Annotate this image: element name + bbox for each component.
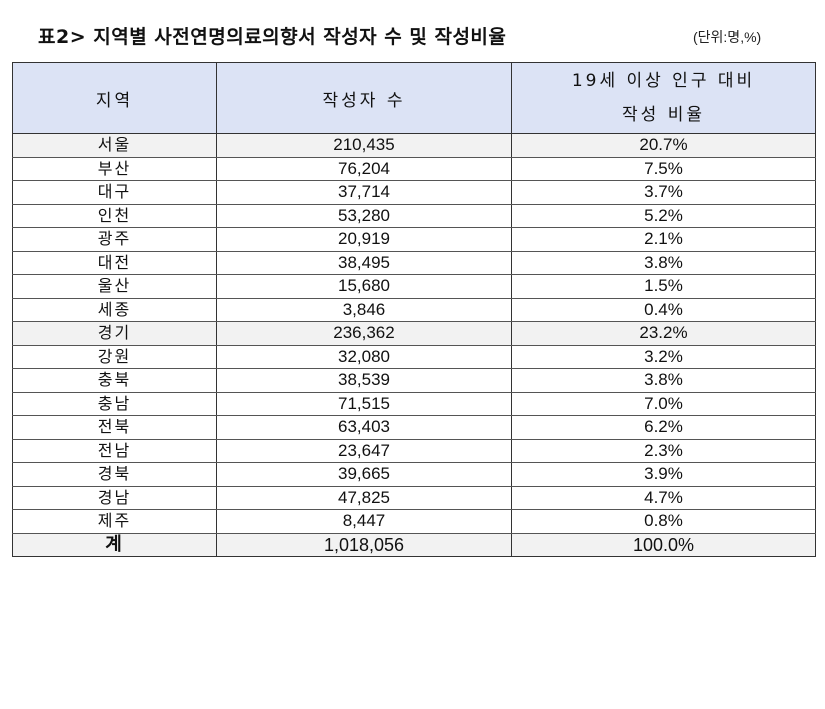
count-cell: 210,435 xyxy=(216,133,512,158)
table-row: 광주 20,919 2.1% xyxy=(12,227,816,252)
ratio-cell: 100.0% xyxy=(511,532,816,557)
region-cell: 전북 xyxy=(12,415,217,440)
table-row: 서울 210,435 20.7% xyxy=(12,133,816,158)
header-row: 지역 작성자 수 19세 이상 인구 대비 작성 비율 xyxy=(12,62,816,134)
ratio-cell: 2.1% xyxy=(511,227,816,252)
ratio-cell: 0.8% xyxy=(511,509,816,534)
table-row: 충남 71,515 7.0% xyxy=(12,391,816,416)
table-row: 대구 37,714 3.7% xyxy=(12,180,816,205)
region-cell: 강원 xyxy=(12,344,217,369)
ratio-cell: 4.7% xyxy=(511,485,816,510)
ratio-cell: 6.2% xyxy=(511,415,816,440)
table-row: 경남 47,825 4.7% xyxy=(12,485,816,510)
ratio-cell: 7.0% xyxy=(511,391,816,416)
count-cell: 38,495 xyxy=(216,250,512,275)
count-cell: 8,447 xyxy=(216,509,512,534)
region-cell: 계 xyxy=(12,532,217,557)
ratio-cell: 3.8% xyxy=(511,368,816,393)
total-row: 계 1,018,056 100.0% xyxy=(12,532,816,557)
count-cell: 236,362 xyxy=(216,321,512,346)
region-cell: 경북 xyxy=(12,462,217,487)
table-row: 전북 63,403 6.2% xyxy=(12,415,816,440)
region-cell: 대구 xyxy=(12,180,217,205)
title-row: 표2> 지역별 사전연명의료의향서 작성자 수 및 작성비율 (단위:명,%) xyxy=(38,22,818,52)
ratio-cell: 23.2% xyxy=(511,321,816,346)
region-cell: 부산 xyxy=(12,156,217,181)
count-cell: 15,680 xyxy=(216,274,512,299)
table-row: 대전 38,495 3.8% xyxy=(12,250,816,275)
header-ratio-line1: 19세 이상 인구 대비 xyxy=(571,71,756,91)
count-cell: 32,080 xyxy=(216,344,512,369)
region-table: 지역 작성자 수 19세 이상 인구 대비 작성 비율 서울 210,435 20.… xyxy=(12,62,816,557)
count-cell: 39,665 xyxy=(216,462,512,487)
ratio-cell: 7.5% xyxy=(511,156,816,181)
region-cell: 울산 xyxy=(12,274,217,299)
table-row: 경기 236,362 23.2% xyxy=(12,321,816,346)
header-ratio-line2: 작성 비율 xyxy=(622,105,705,125)
region-cell: 인천 xyxy=(12,203,217,228)
ratio-cell: 3.7% xyxy=(511,180,816,205)
header-ratio: 19세 이상 인구 대비 작성 비율 xyxy=(511,62,816,134)
count-cell: 63,403 xyxy=(216,415,512,440)
region-cell: 경기 xyxy=(12,321,217,346)
count-cell: 38,539 xyxy=(216,368,512,393)
table-row: 경북 39,665 3.9% xyxy=(12,462,816,487)
count-cell: 47,825 xyxy=(216,485,512,510)
table-body: 서울 210,435 20.7% 부산 76,204 7.5% 대구 37,714 3.7% 인천… xyxy=(12,133,816,557)
region-cell: 전남 xyxy=(12,438,217,463)
region-cell: 세종 xyxy=(12,297,217,322)
count-cell: 23,647 xyxy=(216,438,512,463)
table-row: 충북 38,539 3.8% xyxy=(12,368,816,393)
count-cell: 1,018,056 xyxy=(216,532,512,557)
region-cell: 충북 xyxy=(12,368,217,393)
count-cell: 20,919 xyxy=(216,227,512,252)
count-cell: 76,204 xyxy=(216,156,512,181)
header-region: 지역 xyxy=(12,62,217,134)
ratio-cell: 3.9% xyxy=(511,462,816,487)
region-cell: 광주 xyxy=(12,227,217,252)
table-row: 울산 15,680 1.5% xyxy=(12,274,816,299)
region-cell: 제주 xyxy=(12,509,217,534)
ratio-cell: 0.4% xyxy=(511,297,816,322)
count-cell: 71,515 xyxy=(216,391,512,416)
header-count: 작성자 수 xyxy=(216,62,512,134)
table-title: 표2> 지역별 사전연명의료의향서 작성자 수 및 작성비율 xyxy=(38,26,507,48)
ratio-cell: 2.3% xyxy=(511,438,816,463)
region-cell: 충남 xyxy=(12,391,217,416)
unit-label: (단위:명,%) xyxy=(693,29,762,45)
table-row: 부산 76,204 7.5% xyxy=(12,156,816,181)
table-row: 강원 32,080 3.2% xyxy=(12,344,816,369)
table-row: 제주 8,447 0.8% xyxy=(12,509,816,534)
region-cell: 서울 xyxy=(12,133,217,158)
count-cell: 37,714 xyxy=(216,180,512,205)
region-cell: 대전 xyxy=(12,250,217,275)
ratio-cell: 3.2% xyxy=(511,344,816,369)
ratio-cell: 5.2% xyxy=(511,203,816,228)
count-cell: 3,846 xyxy=(216,297,512,322)
table-row: 인천 53,280 5.2% xyxy=(12,203,816,228)
ratio-cell: 3.8% xyxy=(511,250,816,275)
table-row: 전남 23,647 2.3% xyxy=(12,438,816,463)
region-cell: 경남 xyxy=(12,485,217,510)
ratio-cell: 20.7% xyxy=(511,133,816,158)
table-row: 세종 3,846 0.4% xyxy=(12,297,816,322)
count-cell: 53,280 xyxy=(216,203,512,228)
ratio-cell: 1.5% xyxy=(511,274,816,299)
